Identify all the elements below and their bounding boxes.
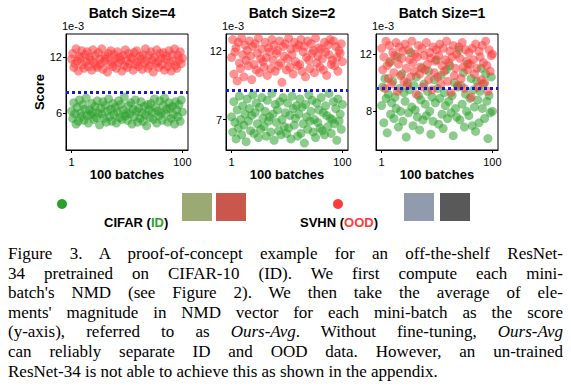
svg-text:Score: Score <box>32 74 47 110</box>
svg-text:7: 7 <box>216 114 222 126</box>
html-text:ResNet-34 is not able to achie: ResNet-34 is not able to achieve this as… <box>8 361 438 381</box>
svg-text:ID: ID <box>151 215 164 230</box>
svg-text:1: 1 <box>229 156 235 168</box>
svg-text:1: 1 <box>69 156 75 168</box>
svg-text:Batch Size=2: Batch Size=2 <box>249 5 336 21</box>
html-text:ments' magnitude in NMD vector: ments' magnitude in NMD vector for each … <box>8 302 563 322</box>
svg-text:6: 6 <box>56 107 62 119</box>
svg-text:OOD: OOD <box>344 215 374 230</box>
svg-text:1e-3: 1e-3 <box>222 20 244 32</box>
html-text:(y-axis), referred to as Ours-: (y-axis), referred to as Ours-Avg. Witho… <box>8 322 563 342</box>
svg-text:): ) <box>374 215 378 230</box>
svg-text:12: 12 <box>210 45 222 57</box>
svg-text:CIFAR (: CIFAR ( <box>104 215 152 230</box>
svg-text:): ) <box>164 215 168 230</box>
html-text:batch's NMD (see Figure 2). We: batch's NMD (see Figure 2). We then take… <box>8 283 563 303</box>
svg-text:100 batches: 100 batches <box>90 167 164 182</box>
svg-text:12: 12 <box>50 51 62 63</box>
svg-text:1: 1 <box>379 156 385 168</box>
svg-text:1e-3: 1e-3 <box>62 20 84 32</box>
html-text:Figure 3. A proof-of-concept e: Figure 3. A proof-of-concept example for… <box>8 244 563 263</box>
svg-text:100 batches: 100 batches <box>400 167 474 182</box>
svg-text:100: 100 <box>333 156 351 168</box>
svg-text:100: 100 <box>173 156 191 168</box>
svg-text:Batch Size=1: Batch Size=1 <box>399 5 486 21</box>
svg-text:8: 8 <box>366 105 372 117</box>
svg-text:Batch Size=4: Batch Size=4 <box>89 5 176 21</box>
svg-text:SVHN (: SVHN ( <box>300 215 345 230</box>
svg-text:100 batches: 100 batches <box>250 167 324 182</box>
html-text:can reliably separate ID and O: can reliably separate ID and OOD data. H… <box>8 342 563 361</box>
html-text:34 pretrained on CIFAR-10 (ID): 34 pretrained on CIFAR-10 (ID). We first… <box>8 263 563 283</box>
svg-text:1e-3: 1e-3 <box>372 20 394 32</box>
svg-text:100: 100 <box>483 156 501 168</box>
svg-text:12: 12 <box>360 48 372 60</box>
